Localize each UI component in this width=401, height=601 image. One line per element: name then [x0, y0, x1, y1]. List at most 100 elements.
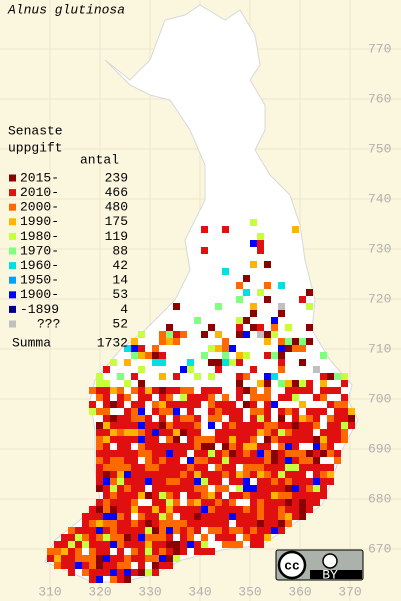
cell [306, 429, 313, 436]
cell [285, 345, 292, 352]
cell [257, 429, 264, 436]
cell [117, 541, 124, 548]
cell [271, 331, 278, 338]
cell [96, 499, 103, 506]
cell [250, 464, 257, 471]
cell [152, 485, 159, 492]
cell [243, 289, 250, 296]
cell [75, 527, 82, 534]
cell [243, 506, 250, 513]
license-badge: cc BY [275, 549, 364, 582]
cell [166, 422, 173, 429]
cell [292, 513, 299, 520]
cell [271, 373, 278, 380]
cell [180, 429, 187, 436]
cell [215, 345, 222, 352]
cell [299, 387, 306, 394]
cell [187, 464, 194, 471]
cell [250, 394, 257, 401]
cell [299, 485, 306, 492]
cell [103, 471, 110, 478]
cell [243, 450, 250, 457]
cell [187, 534, 194, 541]
cell [117, 471, 124, 478]
cell [222, 464, 229, 471]
cell [334, 450, 341, 457]
cell [145, 492, 152, 499]
cell [61, 548, 68, 555]
cell [166, 443, 173, 450]
cell [159, 548, 166, 555]
cell [89, 408, 96, 415]
cell [264, 422, 271, 429]
cell [103, 366, 110, 373]
cell [96, 457, 103, 464]
cell [68, 562, 75, 569]
cell [131, 429, 138, 436]
cell [152, 555, 159, 562]
cell [264, 464, 271, 471]
cell [201, 464, 208, 471]
legend-count: 88 [112, 243, 128, 258]
by-text: BY [322, 567, 338, 582]
cell [292, 492, 299, 499]
cell [110, 534, 117, 541]
cell [215, 387, 222, 394]
cell [187, 422, 194, 429]
cell [222, 527, 229, 534]
cell [61, 562, 68, 569]
cell [278, 359, 285, 366]
cell [278, 436, 285, 443]
cell [299, 359, 306, 366]
cell [285, 429, 292, 436]
cell [124, 464, 131, 471]
cell [187, 387, 194, 394]
cell [264, 492, 271, 499]
cell [292, 443, 299, 450]
cell [96, 562, 103, 569]
cell [124, 450, 131, 457]
cell [208, 415, 215, 422]
cell [222, 429, 229, 436]
cell [285, 506, 292, 513]
cell [82, 520, 89, 527]
cell [131, 422, 138, 429]
cell [278, 415, 285, 422]
cell [152, 401, 159, 408]
cell [299, 464, 306, 471]
cell [173, 520, 180, 527]
cell [222, 534, 229, 541]
cell [236, 415, 243, 422]
cell [110, 387, 117, 394]
cell [292, 471, 299, 478]
cell [173, 555, 180, 562]
cell [89, 569, 96, 576]
cell [117, 429, 124, 436]
cell [278, 303, 285, 310]
cell [215, 513, 222, 520]
cell [257, 233, 264, 240]
cell [285, 422, 292, 429]
cell [131, 345, 138, 352]
legend-count: 466 [105, 185, 128, 200]
cell [243, 436, 250, 443]
y-grid-label: 730 [368, 241, 391, 256]
cell [96, 534, 103, 541]
cell [173, 443, 180, 450]
x-grid-label: 350 [238, 584, 261, 599]
cell [131, 541, 138, 548]
cell [103, 506, 110, 513]
cell [187, 520, 194, 527]
cell [180, 534, 187, 541]
cell [124, 520, 131, 527]
cell [285, 520, 292, 527]
cell [103, 387, 110, 394]
cell [103, 485, 110, 492]
cell [187, 527, 194, 534]
cell [257, 394, 264, 401]
cell [292, 485, 299, 492]
legend-swatch [9, 276, 16, 284]
cell [229, 499, 236, 506]
cell [138, 569, 145, 576]
cell [320, 471, 327, 478]
